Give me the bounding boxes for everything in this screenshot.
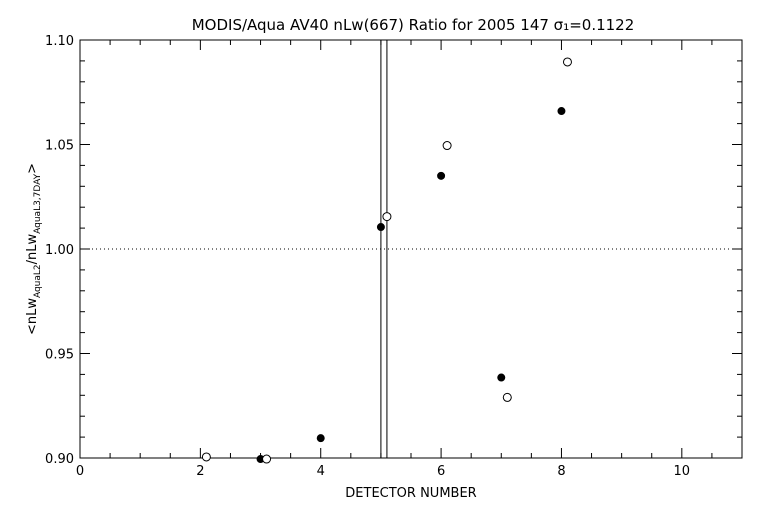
data-point-open <box>502 392 512 402</box>
data-point-filled <box>437 171 446 180</box>
x-tick-label: 4 <box>317 464 325 479</box>
plot-area: 0 2 4 6 8 10 0.90 0.95 1.00 1.05 1.10 <box>45 34 743 479</box>
x-tick-label: 6 <box>437 464 445 479</box>
x-tick-label: 10 <box>674 464 691 479</box>
y-axis-label: <nLwAquaL2/nLwAquaL3,7DAY> <box>25 163 43 335</box>
plot-frame <box>79 39 743 459</box>
data-point-open <box>201 452 211 462</box>
x-tick-label: 8 <box>557 464 565 479</box>
x-axis-label: DETECTOR NUMBER <box>345 486 476 501</box>
y-tick-label: 1.10 <box>45 34 74 49</box>
x-tick-label: 0 <box>76 464 84 479</box>
y-tick-label: 1.00 <box>45 243 74 258</box>
y-tick-label: 0.90 <box>45 452 74 467</box>
x-tick-label: 2 <box>196 464 204 479</box>
data-point-filled <box>376 223 385 232</box>
y-tick-label: 1.05 <box>45 139 74 154</box>
data-point-filled <box>497 373 506 382</box>
data-point-open <box>562 57 572 67</box>
data-point-open <box>442 141 452 151</box>
chart-title: MODIS/Aqua AV40 nLw(667) Ratio for 2005 … <box>192 16 635 34</box>
data-point-open <box>262 454 272 464</box>
data-point-open <box>382 212 392 222</box>
data-point-filled <box>557 107 566 116</box>
y-tick-label: 0.95 <box>45 348 74 363</box>
data-point-filled <box>316 434 325 443</box>
